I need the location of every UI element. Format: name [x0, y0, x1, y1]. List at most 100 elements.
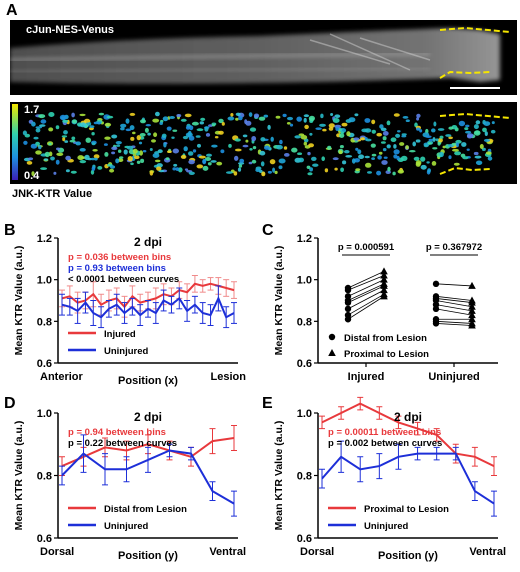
pair-line [347, 295, 385, 320]
cell-nucleus [415, 139, 421, 143]
cell-nucleus [348, 117, 356, 123]
proximal-point [380, 271, 388, 279]
cell-nucleus [420, 156, 426, 162]
cell-nucleus [120, 123, 127, 128]
cell-nucleus [264, 145, 270, 150]
cell-nucleus [152, 118, 160, 123]
cell-nucleus [120, 127, 125, 131]
pair-line [435, 308, 473, 316]
cell-nucleus [376, 170, 382, 176]
cell-nucleus [382, 131, 389, 136]
cell-nucleus [361, 128, 369, 133]
cell-nucleus [139, 133, 146, 137]
cell-nucleus [188, 135, 195, 141]
cell-nucleus [490, 129, 496, 134]
cell-nucleus [269, 159, 276, 165]
proximal-point [380, 267, 388, 275]
cell-nucleus [162, 116, 169, 122]
cell-nucleus [278, 165, 283, 170]
cell-nucleus [106, 115, 114, 119]
cell-nucleus [35, 141, 40, 146]
y-axis-label: Mean KTR Value (a.u.) [13, 246, 25, 356]
cell-nucleus [473, 124, 479, 130]
cell-nucleus [235, 117, 239, 121]
cell-nucleus [393, 149, 400, 155]
proximal-point [468, 298, 476, 306]
cell-nucleus [393, 144, 397, 149]
cell-nucleus [166, 126, 172, 131]
cell-nucleus [465, 124, 470, 128]
cell-nucleus [111, 151, 116, 155]
pair-line [347, 289, 385, 310]
cell-nucleus [116, 144, 121, 147]
stat-text: p = 0.036 between bins [68, 252, 171, 263]
cell-nucleus [397, 130, 401, 133]
x-left-label: Dorsal [300, 546, 334, 558]
venus-micrograph: cJun-NES-Venus [9, 20, 517, 95]
cell-nucleus [475, 160, 483, 166]
pair-line [435, 323, 473, 326]
cell-nucleus [380, 141, 386, 144]
cell-nucleus [65, 169, 70, 173]
cell-nucleus [420, 164, 427, 170]
cell-nucleus [334, 114, 341, 118]
cell-nucleus [255, 168, 261, 172]
cell-nucleus [144, 127, 149, 133]
cell-nucleus [184, 113, 192, 118]
cell-nucleus [415, 160, 422, 166]
cell-nucleus [435, 138, 439, 142]
cell-nucleus [432, 147, 438, 150]
proximal-point [380, 275, 388, 283]
cell-nucleus [245, 139, 249, 143]
cell-nucleus [344, 150, 350, 154]
cell-nucleus [365, 162, 372, 168]
cell-nucleus [272, 167, 276, 173]
cell-nucleus [93, 121, 99, 125]
pair-line [347, 283, 385, 301]
cell-nucleus [64, 140, 69, 143]
proximal-point [468, 281, 476, 289]
cell-nucleus [139, 150, 144, 156]
cell-nucleus [208, 124, 213, 127]
cell-nucleus [230, 113, 234, 117]
cell-nucleus [48, 127, 54, 132]
cell-nucleus [79, 148, 86, 152]
cell-nucleus [393, 113, 400, 117]
cell-nucleus [289, 123, 294, 127]
cell-nucleus [79, 113, 86, 117]
cell-nucleus [431, 128, 436, 133]
cell-nucleus [227, 116, 235, 121]
cell-nucleus [259, 150, 266, 156]
cell-nucleus [405, 119, 410, 122]
cell-nucleus [296, 116, 303, 122]
x-axis-label: Position (y) [118, 550, 178, 562]
cell-nucleus [258, 116, 266, 121]
pair-line [347, 279, 385, 297]
cell-nucleus [245, 120, 252, 126]
lesion-line-top [439, 26, 511, 33]
cell-nucleus [453, 162, 460, 166]
cell-nucleus [103, 143, 108, 146]
cell-nucleus [93, 154, 100, 159]
x-left-label: Dorsal [40, 546, 74, 558]
cell-nucleus [118, 149, 122, 153]
pair-line [347, 275, 385, 291]
y-tick-label: 0.6 [297, 358, 312, 370]
cell-nucleus [75, 141, 81, 146]
cell-nucleus [427, 168, 431, 173]
cell-nucleus [294, 135, 302, 139]
cell-nucleus [332, 157, 339, 161]
cell-nucleus [320, 113, 324, 119]
cell-nucleus [481, 147, 486, 151]
stat-text: p = 0.94 between bins [68, 427, 166, 438]
cell-nucleus [283, 146, 288, 150]
cell-nucleus [383, 156, 388, 159]
proximal-point [468, 321, 476, 329]
cell-nucleus [172, 129, 178, 132]
cell-nucleus [466, 148, 470, 151]
cell-nucleus [149, 148, 153, 151]
cell-nucleus [308, 143, 314, 148]
cell-nucleus [462, 156, 469, 160]
cell-nucleus [180, 154, 187, 159]
cell-nucleus [328, 126, 334, 131]
